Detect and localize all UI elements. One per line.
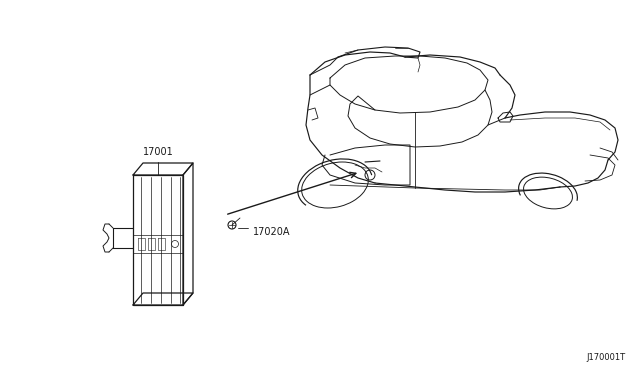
Text: 17020A: 17020A (253, 227, 291, 237)
Text: 17001: 17001 (143, 147, 173, 157)
Text: J170001T: J170001T (586, 353, 625, 362)
